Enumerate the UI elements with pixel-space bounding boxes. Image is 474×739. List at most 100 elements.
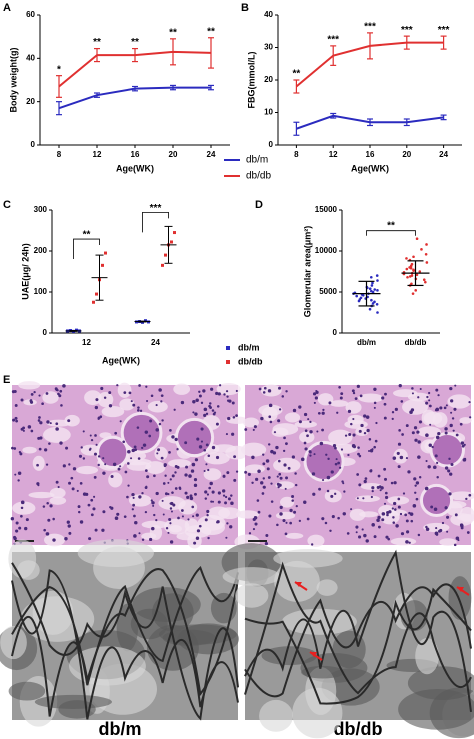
- nucleus: [171, 491, 174, 494]
- nucleus: [419, 387, 422, 391]
- membrane: [244, 561, 472, 695]
- nucleus: [52, 517, 55, 521]
- nucleus: [14, 473, 17, 476]
- nucleus: [379, 489, 382, 492]
- nucleus: [306, 517, 310, 521]
- point: [369, 289, 373, 293]
- tubule: [284, 412, 301, 423]
- nucleus: [401, 433, 404, 436]
- nucleus: [171, 474, 175, 478]
- nucleus: [330, 494, 334, 498]
- x-tick-label: 24: [439, 150, 448, 159]
- nucleus: [278, 472, 282, 476]
- point: [408, 266, 411, 269]
- nucleus: [261, 492, 265, 495]
- nucleus: [426, 395, 429, 399]
- point: [410, 274, 414, 277]
- error-bar: [440, 114, 447, 121]
- nucleus: [329, 529, 332, 533]
- nucleus: [445, 404, 448, 407]
- nucleus: [303, 500, 307, 504]
- significance: ***: [327, 35, 339, 46]
- membrane: [11, 568, 239, 717]
- membrane: [11, 569, 239, 720]
- nucleus: [47, 518, 51, 522]
- nucleus: [170, 501, 174, 506]
- point: [92, 300, 95, 304]
- nucleus: [207, 468, 210, 472]
- significance: ***: [150, 203, 162, 214]
- em-region: [222, 567, 281, 586]
- nucleus: [167, 493, 170, 496]
- nucleus: [393, 501, 397, 506]
- tubule: [12, 501, 36, 515]
- nucleus: [444, 427, 448, 431]
- nucleus: [270, 482, 273, 485]
- nucleus: [153, 513, 156, 517]
- legend-label: db/db: [246, 171, 271, 182]
- nucleus: [80, 446, 83, 449]
- nucleus: [89, 434, 92, 437]
- nucleus: [225, 433, 228, 436]
- nucleus: [45, 392, 49, 395]
- point: [101, 263, 104, 267]
- tubule: [173, 383, 191, 395]
- nucleus: [233, 478, 237, 482]
- nucleus: [411, 387, 414, 390]
- nucleus: [24, 526, 28, 531]
- nucleus: [56, 389, 59, 392]
- nucleus: [453, 543, 457, 547]
- nucleus: [200, 427, 204, 431]
- nucleus: [424, 486, 429, 491]
- tubule: [357, 393, 384, 403]
- nucleus: [153, 474, 156, 478]
- legend-label: db/m: [246, 155, 268, 166]
- glomerulus: [303, 440, 345, 482]
- nucleus: [368, 449, 371, 452]
- mean-sd: [401, 260, 430, 287]
- nucleus: [132, 403, 136, 407]
- y-tick-label: 5000: [319, 287, 337, 296]
- nucleus: [446, 530, 449, 533]
- tubule: [307, 534, 325, 547]
- nucleus: [95, 443, 98, 446]
- nucleus: [363, 431, 367, 435]
- tubule: [417, 426, 442, 438]
- tubule: [387, 496, 410, 505]
- nucleus: [281, 395, 285, 398]
- nucleus: [230, 501, 234, 506]
- nucleus: [357, 446, 360, 449]
- x-tick-label: 24: [207, 150, 216, 159]
- nucleus: [294, 472, 297, 475]
- nucleus: [437, 431, 441, 436]
- nucleus: [20, 514, 23, 518]
- nucleus: [20, 398, 24, 402]
- em-region: [93, 546, 145, 590]
- nucleus: [402, 492, 406, 495]
- nucleus: [267, 389, 272, 393]
- point: [164, 253, 167, 257]
- nucleus: [325, 453, 328, 456]
- nucleus: [225, 536, 228, 539]
- nucleus: [169, 540, 174, 544]
- nucleus: [350, 508, 353, 511]
- nucleus: [204, 490, 208, 494]
- nucleus: [38, 394, 41, 397]
- nucleus: [134, 520, 138, 525]
- nucleus: [454, 513, 458, 517]
- significance: **: [169, 27, 177, 38]
- nucleus: [139, 409, 143, 413]
- nucleus: [346, 532, 350, 535]
- nucleus: [82, 430, 85, 433]
- nucleus: [104, 463, 107, 466]
- point: [412, 255, 415, 259]
- nucleus: [355, 531, 358, 534]
- nucleus: [138, 532, 141, 535]
- tubule: [18, 381, 41, 390]
- x-tick-label: 16: [366, 150, 375, 159]
- point: [373, 288, 377, 291]
- nucleus: [432, 466, 436, 469]
- nucleus: [232, 416, 236, 419]
- nucleus: [338, 466, 342, 469]
- nucleus: [150, 394, 154, 398]
